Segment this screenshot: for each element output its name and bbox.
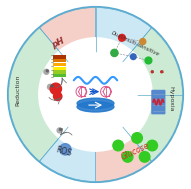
Circle shape (140, 39, 146, 45)
Circle shape (51, 85, 53, 87)
Bar (53, 67, 66, 70)
Circle shape (50, 83, 62, 94)
Circle shape (130, 54, 136, 60)
Circle shape (111, 49, 118, 57)
Circle shape (57, 128, 62, 133)
Circle shape (53, 92, 62, 101)
Bar (53, 63, 66, 66)
Ellipse shape (77, 102, 114, 112)
Text: Dual/multi-sensitive: Dual/multi-sensitive (110, 30, 160, 57)
Wedge shape (96, 28, 182, 161)
Circle shape (46, 70, 48, 72)
Bar (53, 59, 66, 62)
FancyBboxPatch shape (151, 90, 165, 114)
Circle shape (151, 71, 153, 73)
Bar (53, 70, 66, 74)
Circle shape (113, 140, 123, 151)
Text: O₂: O₂ (160, 70, 165, 74)
Text: Glucose: Glucose (119, 141, 151, 162)
Ellipse shape (77, 98, 114, 108)
Circle shape (8, 7, 183, 182)
Circle shape (54, 53, 137, 136)
Text: ROS: ROS (54, 145, 72, 158)
Bar (53, 74, 66, 77)
Circle shape (119, 34, 125, 41)
Circle shape (132, 133, 142, 143)
Circle shape (161, 71, 163, 73)
Wedge shape (96, 8, 182, 94)
Circle shape (60, 129, 62, 130)
Circle shape (147, 140, 158, 151)
Wedge shape (9, 8, 96, 94)
Bar (53, 55, 66, 59)
Wedge shape (9, 94, 96, 181)
Circle shape (145, 57, 152, 64)
Wedge shape (96, 94, 182, 181)
Wedge shape (9, 28, 96, 161)
Circle shape (39, 38, 152, 151)
Text: O₂: O₂ (151, 70, 155, 74)
Text: Hypoxia: Hypoxia (169, 86, 174, 111)
Text: pH: pH (50, 37, 66, 50)
Circle shape (44, 69, 49, 74)
Circle shape (122, 152, 133, 162)
Circle shape (139, 152, 150, 162)
Circle shape (60, 144, 71, 155)
Text: Reduction: Reduction (15, 75, 20, 106)
Circle shape (48, 84, 53, 90)
